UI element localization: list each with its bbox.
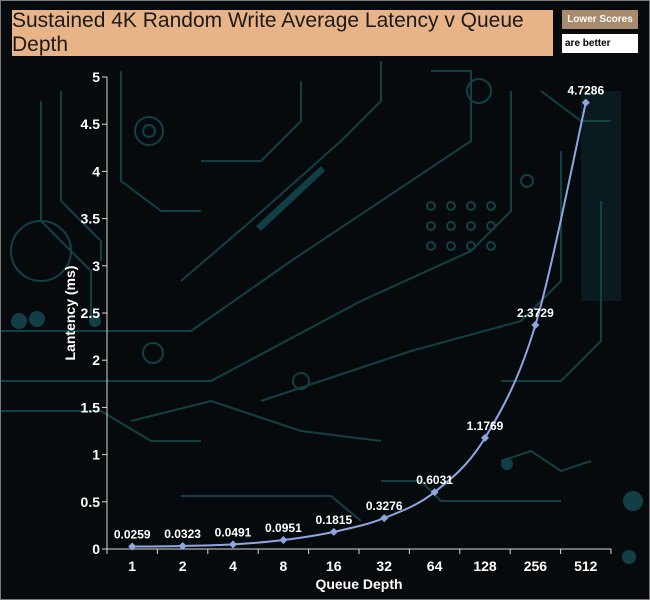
data-point-marker — [329, 527, 338, 536]
data-point-marker — [531, 320, 540, 329]
data-label: 0.0323 — [164, 527, 201, 541]
x-tick-label: 16 — [326, 558, 342, 574]
y-tick-label: 0.5 — [81, 494, 101, 510]
x-tick-label: 8 — [280, 558, 288, 574]
latency-series-line — [132, 102, 587, 548]
y-tick-label: 3 — [92, 258, 100, 274]
data-point-marker — [430, 488, 439, 497]
lower-scores-badge: Lower Scores — [562, 10, 638, 29]
data-label: 4.7286 — [567, 84, 604, 98]
data-label: 1.1769 — [467, 419, 504, 433]
data-point-marker — [178, 541, 187, 550]
are-better-badge: are better — [562, 34, 638, 53]
y-axis-title: Lantency (ms) — [62, 266, 78, 361]
data-label: 0.1815 — [315, 513, 352, 527]
data-label: 2.3729 — [517, 306, 554, 320]
y-tick-label: 1.5 — [81, 399, 101, 415]
x-tick-label: 128 — [473, 558, 497, 574]
data-label: 0.3276 — [366, 499, 403, 513]
data-point-marker — [581, 98, 590, 107]
chart-title: Sustained 4K Random Write Average Latenc… — [12, 9, 524, 56]
x-tick-label: 64 — [427, 558, 443, 574]
data-point-marker — [481, 433, 489, 442]
data-point-marker — [128, 542, 137, 551]
y-tick-label: 0 — [92, 541, 100, 557]
data-label: 0.0491 — [215, 525, 252, 539]
x-tick-label: 4 — [229, 558, 237, 574]
y-tick-label: 5 — [92, 69, 100, 85]
data-label: 0.0259 — [114, 528, 151, 542]
x-tick-label: 32 — [376, 558, 392, 574]
y-tick-label: 3.5 — [81, 211, 101, 227]
y-tick-label: 1 — [92, 447, 100, 463]
x-tick-label: 1 — [128, 558, 136, 574]
data-label: 0.6031 — [416, 473, 453, 487]
x-tick-label: 256 — [524, 558, 548, 574]
x-axis-title: Queue Depth — [315, 576, 402, 592]
y-tick-label: 4.5 — [81, 116, 101, 132]
y-tick-label: 2 — [92, 352, 100, 368]
chart-title-box: Sustained 4K Random Write Average Latenc… — [12, 9, 553, 56]
x-tick-label: 512 — [574, 558, 598, 574]
y-tick-label: 4 — [92, 163, 100, 179]
data-point-marker — [279, 536, 288, 545]
data-label: 0.0951 — [265, 521, 302, 535]
data-point-marker — [229, 540, 237, 549]
y-tick-label: 2.5 — [81, 305, 101, 321]
data-point-marker — [380, 514, 389, 523]
x-tick-label: 2 — [179, 558, 187, 574]
